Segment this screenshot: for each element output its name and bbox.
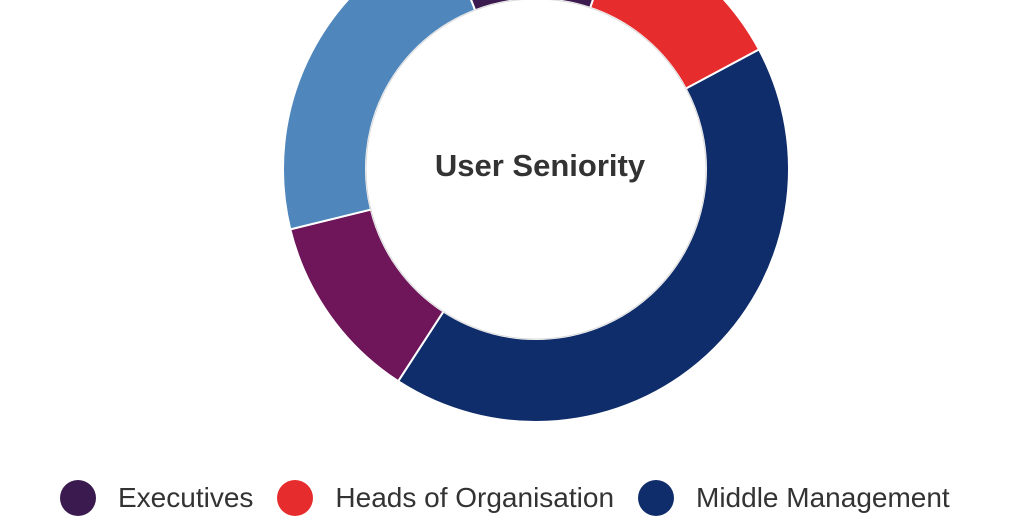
legend-label-middle-management: Middle Management [696, 482, 950, 513]
donut-inner-ring [365, 0, 707, 340]
chart-title: User Seniority [435, 148, 646, 183]
legend-item-executives[interactable]: Executives [60, 480, 253, 516]
slice-middle-management[interactable] [396, 48, 790, 423]
slices-layer [282, 0, 790, 423]
slice-unlabeled-4[interactable] [282, 0, 477, 231]
chart-legend: Executives Heads of Organisation Middle … [60, 478, 974, 518]
legend-label-heads-of-organisation: Heads of Organisation [335, 482, 615, 513]
legend-item-middle-management[interactable]: Middle Management [638, 480, 950, 516]
legend-swatch-heads-of-organisation [277, 480, 314, 516]
legend-swatch-middle-management [638, 480, 675, 516]
legend-swatch-executives [60, 480, 96, 516]
legend-label-executives: Executives [118, 482, 254, 513]
legend-item-heads-of-organisation[interactable]: Heads of Organisation [277, 480, 614, 516]
